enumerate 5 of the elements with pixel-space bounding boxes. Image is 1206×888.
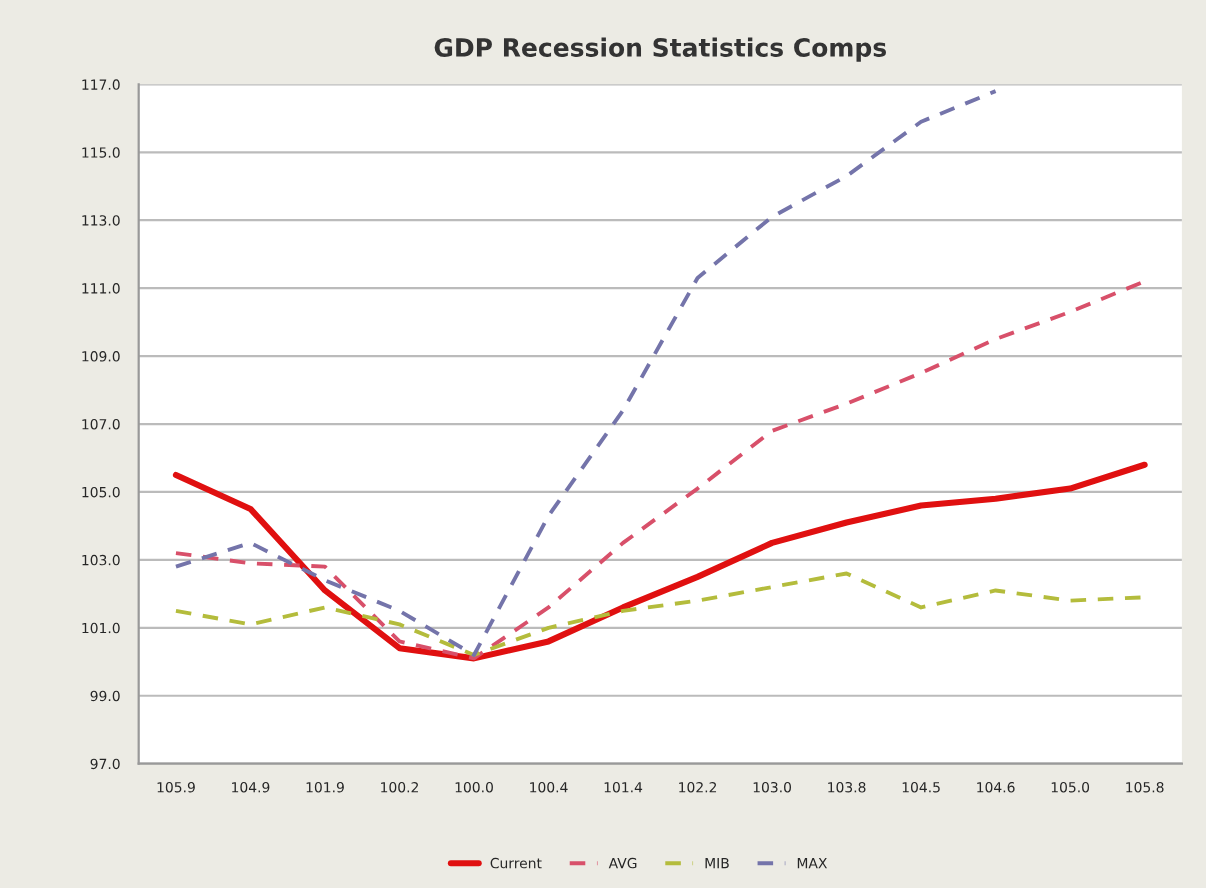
line-series xyxy=(174,279,1147,661)
line-series xyxy=(172,461,1148,662)
chart-title: GDP Recession Statistics Comps xyxy=(434,37,886,62)
line-series xyxy=(174,571,1147,657)
line-series xyxy=(174,89,998,657)
